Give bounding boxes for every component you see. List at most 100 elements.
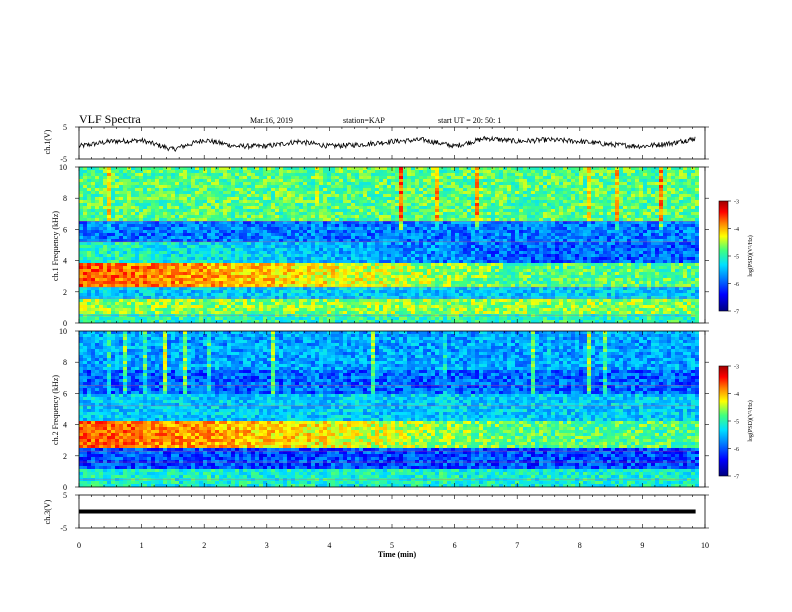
ch1-spectrogram-cell <box>267 293 271 296</box>
ch1-spectrogram-cell <box>427 269 431 272</box>
ch1-spectrogram-cell <box>447 302 451 305</box>
ch1-spectrogram-cell <box>403 206 407 209</box>
ch1-spectrogram-cell <box>387 251 391 254</box>
ch1-spectrogram-cell <box>363 188 367 191</box>
ch1-spectrogram-cell <box>355 281 359 284</box>
ch1-spectrogram-cell <box>171 308 175 311</box>
ch1-spectrogram-cell <box>131 176 135 179</box>
ch1-spectrogram-cell <box>407 242 411 245</box>
ch1-spectrogram-cell <box>383 194 387 197</box>
ch1-spectrogram-cell <box>123 263 127 266</box>
ch1-spectrogram-cell <box>323 242 327 245</box>
ch1-spectrogram-cell <box>411 242 415 245</box>
ch1-spectrogram-cell <box>459 269 463 272</box>
ch1-spectrogram-cell <box>359 194 363 197</box>
ch1-spectrogram-cell <box>383 266 387 269</box>
ch1-spectrogram-cell <box>287 260 291 263</box>
ch1-spectrogram-cell <box>419 263 423 266</box>
ch1-spectrogram-cell <box>151 311 155 314</box>
ch1-spectrogram-cell <box>347 215 351 218</box>
ch1-spectrogram-cell <box>259 221 263 224</box>
ch1-spectrogram-cell <box>123 227 127 230</box>
ch1-spectrogram-cell <box>371 170 375 173</box>
ch1-spectrogram-cell <box>271 263 275 266</box>
ch1-spectrogram-cell <box>307 173 311 176</box>
ch1-spectrogram-cell <box>135 248 139 251</box>
ch1-spectrogram-cell <box>147 281 151 284</box>
ch1-spectrogram-cell <box>171 179 175 182</box>
ch1-spectrogram-cell <box>179 230 183 233</box>
ch1-spectrogram-cell <box>247 233 251 236</box>
ch1-spectrogram-cell <box>259 320 263 323</box>
ch1-spectrogram-cell <box>235 230 239 233</box>
ch1-spectrogram-cell <box>379 260 383 263</box>
ch1-spectrogram-cell <box>319 170 323 173</box>
ch1-spectrogram-cell <box>447 296 451 299</box>
ch1-spectrogram-cell <box>391 227 395 230</box>
ch1-spectrogram-cell <box>363 311 367 314</box>
ch1-spectrogram-cell <box>259 317 263 320</box>
ch1-spectrogram-cell <box>263 272 267 275</box>
ch1-spectrogram-cell <box>379 188 383 191</box>
ch1-spectrogram-cell <box>387 311 391 314</box>
ch1-spectrogram-cell <box>315 257 319 260</box>
ch1-spectrogram-cell <box>311 269 315 272</box>
ch1-spectrogram-cell <box>263 308 267 311</box>
ch1-spectrogram-cell <box>143 191 147 194</box>
ch1-spectrogram-cell <box>419 221 423 224</box>
ch1-spectrogram-cell <box>199 197 203 200</box>
ch1-spectrogram-cell <box>271 284 275 287</box>
ch1-spectrogram-cell <box>307 266 311 269</box>
ch1-spectrogram-cell <box>191 209 195 212</box>
ch1-spectrogram-cell <box>443 308 447 311</box>
ch1-spectrogram-cell <box>111 227 115 230</box>
ch1-spectrogram-cell <box>119 314 123 317</box>
ch1-spectrogram-cell <box>363 278 367 281</box>
ch1-spectrogram-cell <box>203 206 207 209</box>
ch1-spectrogram-cell <box>331 215 335 218</box>
ch1-spectrogram-cell <box>127 233 131 236</box>
ch1-spectrogram-cell <box>375 170 379 173</box>
ch1-spectrogram-cell <box>267 251 271 254</box>
ch1-spectrogram-cell <box>399 170 403 173</box>
ch1-spectrogram-cell <box>255 320 259 323</box>
ch1-spectrogram-cell <box>351 254 355 257</box>
ch1-spectrogram-cell <box>159 293 163 296</box>
ch1-spectrogram-cell <box>303 230 307 233</box>
ch1-spectrogram-cell <box>115 272 119 275</box>
ch1-spectrogram-cell <box>439 311 443 314</box>
ch1-spectrogram-cell <box>291 263 295 266</box>
ch1-spectrogram-cell <box>303 203 307 206</box>
ch1-spectrogram-cell <box>251 272 255 275</box>
ch1-spectrogram-cell <box>87 212 91 215</box>
ch1-spectrogram-cell <box>87 257 91 260</box>
ch1-spectrogram-cell <box>295 245 299 248</box>
ch1-spectrogram-cell <box>299 290 303 293</box>
ch1-spectrogram-cell <box>235 194 239 197</box>
ch1-spectrogram-cell <box>143 200 147 203</box>
ch1-spectrogram-cell <box>119 197 123 200</box>
ch1-spectrogram-cell <box>231 206 235 209</box>
ch1-spectrogram-cell <box>267 272 271 275</box>
ch1-spectrogram-cell <box>79 212 83 215</box>
ch1-spectrogram-cell <box>407 296 411 299</box>
ch1-spectrogram-cell <box>355 197 359 200</box>
ch1-spectrogram-cell <box>183 248 187 251</box>
ch1-spectrogram-cell <box>323 272 327 275</box>
ch1-spectrogram-cell <box>443 263 447 266</box>
ch1-spectrogram-cell <box>215 296 219 299</box>
ch1-spectrogram-cell <box>367 185 371 188</box>
ch1-spectrogram-cell <box>399 179 403 182</box>
ch1-spectrogram-cell <box>319 308 323 311</box>
ch1-spectrogram-cell <box>247 299 251 302</box>
ch1-spectrogram-cell <box>135 224 139 227</box>
ch1-spectrogram-cell <box>379 311 383 314</box>
ch1-spectrogram-cell <box>335 182 339 185</box>
ch1-spectrogram-cell <box>435 182 439 185</box>
ch1-spectrogram-cell <box>327 185 331 188</box>
ch1-spectrogram-cell <box>275 248 279 251</box>
ch1-spectrogram-cell <box>343 170 347 173</box>
ch1-spectrogram-cell <box>387 314 391 317</box>
ch1-spectrogram-cell <box>371 314 375 317</box>
ch1-spectrogram-cell <box>315 251 319 254</box>
